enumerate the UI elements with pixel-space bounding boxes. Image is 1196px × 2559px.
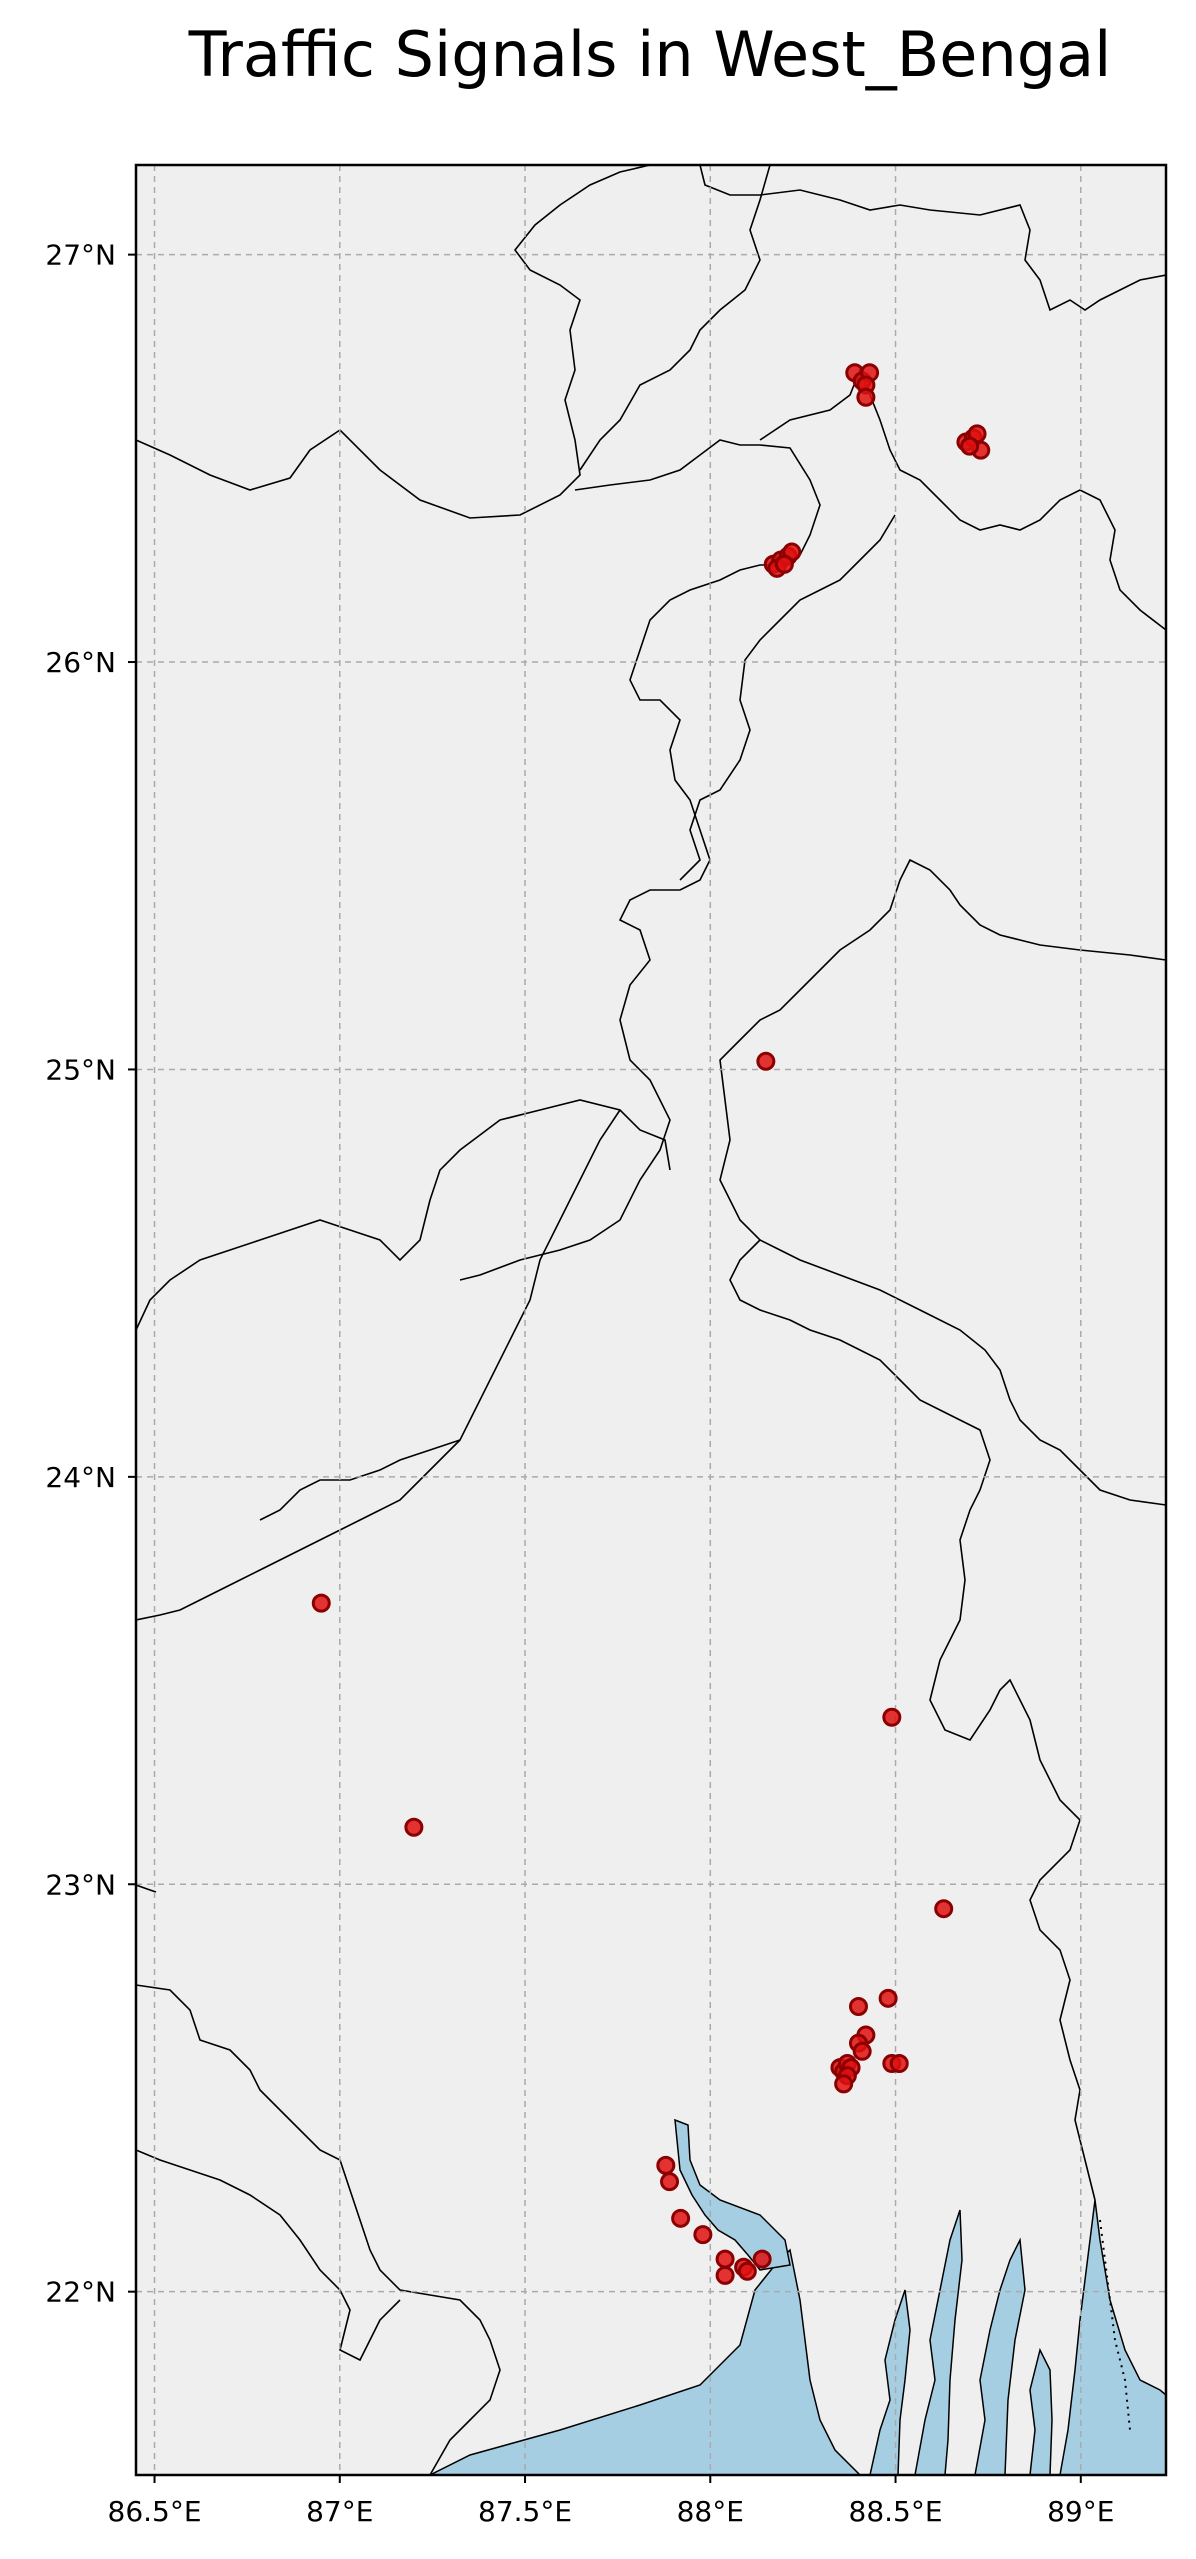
traffic-signal-point (737, 2261, 757, 2281)
x-tick-label: 87.5°E (478, 2495, 572, 2528)
sundarbans-channel-1 (869, 2289, 911, 2475)
boundary-bangladesh-north (679, 514, 896, 881)
y-tick-label: 22°N (45, 2276, 116, 2309)
y-tick-labels: 22°N 23°N 24°N 25°N 26°N 27°N (45, 239, 136, 2309)
traffic-signal-point (671, 2208, 691, 2228)
x-tick-label: 88°E (677, 2495, 744, 2528)
boundary-odisha-2 (136, 2149, 401, 2362)
boundary-jharkhand-south (136, 1439, 461, 1621)
y-tick-label: 23°N (45, 1868, 116, 1901)
boundary-southwest (136, 1884, 157, 1893)
y-tick-label: 26°N (45, 646, 116, 679)
traffic-signal-point (856, 387, 876, 407)
hooghly-estuary (674, 2118, 791, 2271)
grid-lines (136, 165, 1166, 2475)
boundaries (136, 165, 1166, 2475)
boundary-jharkhand-east (259, 1109, 621, 1521)
x-tick-label: 88.5°E (849, 2495, 943, 2528)
chart-title: Traffic Signals in West_Bengal (188, 18, 1112, 91)
traffic-signal-point (715, 2249, 735, 2269)
boundary-bangladesh-main (719, 858, 1166, 1506)
x-tick-label: 86.5°E (108, 2495, 202, 2528)
sundarbans-channel-4 (1029, 2347, 1053, 2475)
traffic-signal-point (311, 1593, 331, 1613)
traffic-signal-point (774, 554, 794, 574)
traffic-signal-point (660, 2172, 680, 2192)
traffic-signal-point (834, 2074, 854, 2094)
traffic-signal-point (752, 2249, 772, 2269)
traffic-signal-point (852, 2041, 872, 2061)
traffic-signal-point (878, 1988, 898, 2008)
y-tick-label: 24°N (45, 1461, 116, 1494)
traffic-signal-point (882, 1707, 902, 1727)
traffic-signal-point (960, 436, 980, 456)
boundary-north-2 (459, 439, 821, 1281)
boundary-jharkhand-north (136, 1099, 671, 1331)
traffic-signal-point (889, 2054, 909, 2074)
traffic-signal-point (693, 2225, 713, 2245)
traffic-signal-point (934, 1899, 954, 1919)
sundarbans-channel-3 (974, 2237, 1026, 2475)
plot-frame (134, 163, 1168, 2477)
y-tick-label: 25°N (45, 1053, 116, 1086)
boundary-bangladesh-west (729, 1239, 1096, 2201)
boundary-sikkim (699, 165, 1166, 312)
traffic-signal-point (848, 1996, 868, 2016)
traffic-signal-point (715, 2265, 735, 2285)
x-tick-label: 87°E (306, 2495, 373, 2528)
x-tick-labels: 86.5°E 87°E 87.5°E 88°E 88.5°E 89°E (108, 2475, 1114, 2528)
boundary-odisha (136, 1984, 501, 2475)
land-area (136, 165, 1166, 2475)
sundarbans-channel-2 (914, 2209, 963, 2475)
traffic-signal-point (656, 2155, 676, 2175)
traffic-signal-point (404, 1817, 424, 1837)
traffic-signal-point (756, 1051, 776, 1071)
boundary-north-1 (136, 165, 651, 519)
traffic-signal-points (311, 363, 991, 2285)
x-tick-label: 89°E (1047, 2495, 1114, 2528)
y-tick-label: 27°N (45, 239, 116, 272)
boundary-north-3 (579, 165, 771, 471)
